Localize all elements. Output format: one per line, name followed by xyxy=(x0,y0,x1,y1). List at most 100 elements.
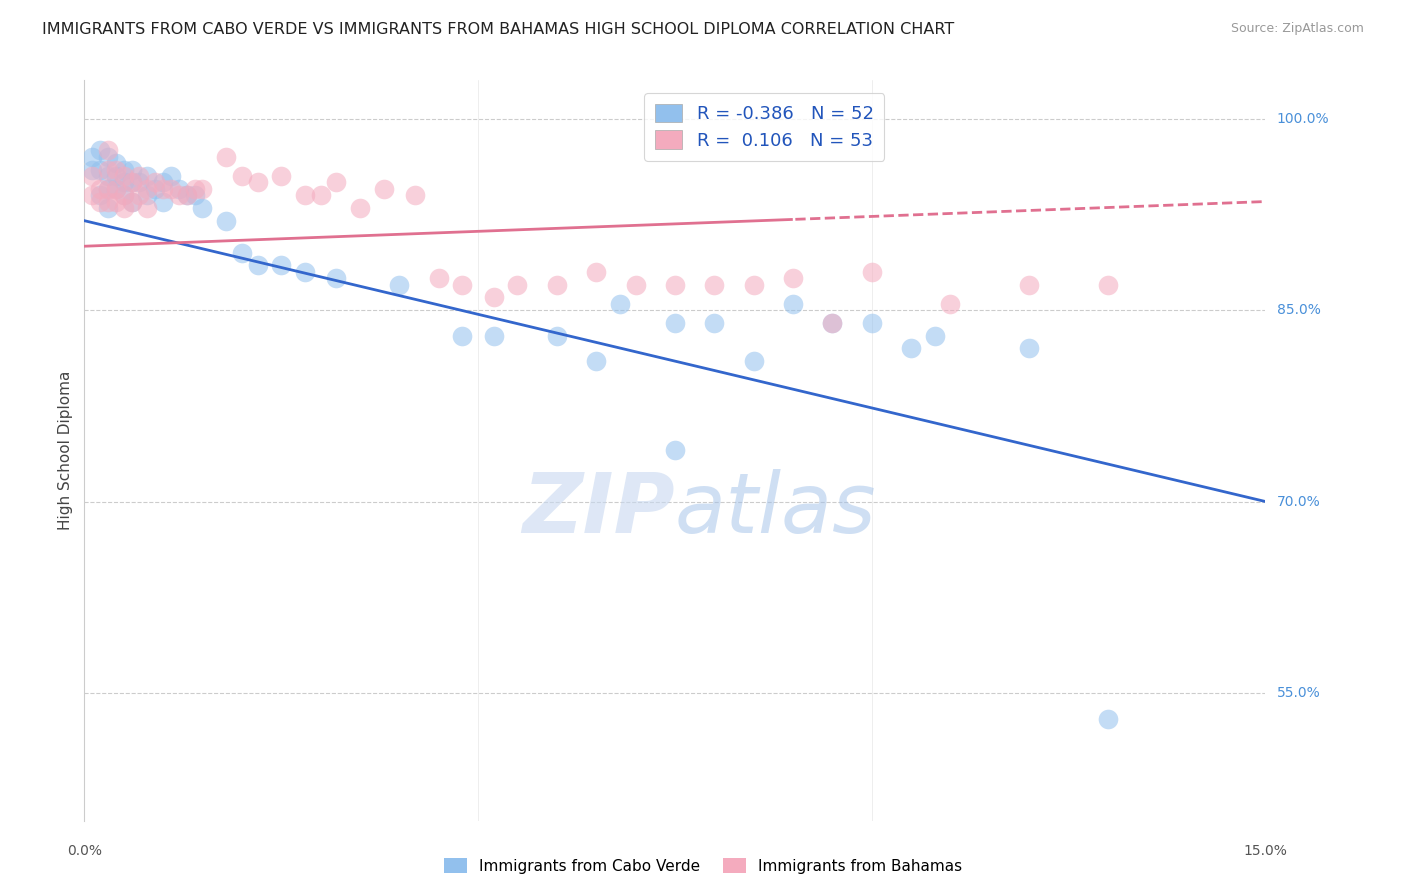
Point xyxy=(900,342,922,356)
Point xyxy=(624,277,647,292)
Point xyxy=(451,277,474,292)
Point xyxy=(112,201,135,215)
Point xyxy=(309,188,332,202)
Point xyxy=(231,169,253,183)
Point xyxy=(97,182,120,196)
Point xyxy=(167,182,190,196)
Point xyxy=(183,188,205,202)
Point xyxy=(89,162,111,177)
Point xyxy=(136,182,159,196)
Point xyxy=(121,194,143,209)
Point xyxy=(82,169,104,183)
Point xyxy=(482,328,505,343)
Text: 70.0%: 70.0% xyxy=(1277,494,1320,508)
Point xyxy=(89,194,111,209)
Point xyxy=(191,182,214,196)
Point xyxy=(97,169,120,183)
Point xyxy=(121,175,143,189)
Point xyxy=(325,271,347,285)
Point xyxy=(160,182,183,196)
Point xyxy=(152,175,174,189)
Point xyxy=(176,188,198,202)
Point xyxy=(821,316,844,330)
Point xyxy=(451,328,474,343)
Point xyxy=(782,296,804,310)
Point xyxy=(246,175,269,189)
Point xyxy=(427,271,450,285)
Text: 55.0%: 55.0% xyxy=(1277,686,1320,700)
Point xyxy=(506,277,529,292)
Point xyxy=(104,156,127,170)
Point xyxy=(482,290,505,304)
Point xyxy=(246,259,269,273)
Point xyxy=(97,150,120,164)
Point xyxy=(112,175,135,189)
Point xyxy=(325,175,347,189)
Point xyxy=(97,182,120,196)
Point xyxy=(270,169,292,183)
Text: IMMIGRANTS FROM CABO VERDE VS IMMIGRANTS FROM BAHAMAS HIGH SCHOOL DIPLOMA CORREL: IMMIGRANTS FROM CABO VERDE VS IMMIGRANTS… xyxy=(42,22,955,37)
Point xyxy=(121,162,143,177)
Point xyxy=(183,182,205,196)
Point xyxy=(136,201,159,215)
Point xyxy=(82,150,104,164)
Text: 85.0%: 85.0% xyxy=(1277,303,1320,317)
Point xyxy=(112,188,135,202)
Point xyxy=(664,277,686,292)
Legend: R = -0.386   N = 52, R =  0.106   N = 53: R = -0.386 N = 52, R = 0.106 N = 53 xyxy=(644,93,884,161)
Point xyxy=(82,162,104,177)
Point xyxy=(82,188,104,202)
Point xyxy=(860,316,883,330)
Point xyxy=(860,265,883,279)
Point xyxy=(104,169,127,183)
Point xyxy=(104,162,127,177)
Text: 15.0%: 15.0% xyxy=(1243,844,1288,857)
Point xyxy=(924,328,946,343)
Point xyxy=(128,169,150,183)
Point xyxy=(191,201,214,215)
Point xyxy=(404,188,426,202)
Point xyxy=(136,169,159,183)
Point xyxy=(231,245,253,260)
Point xyxy=(270,259,292,273)
Point xyxy=(143,182,166,196)
Text: 0.0%: 0.0% xyxy=(67,844,101,857)
Point xyxy=(664,316,686,330)
Point xyxy=(609,296,631,310)
Point xyxy=(89,144,111,158)
Point xyxy=(128,188,150,202)
Point xyxy=(546,328,568,343)
Point xyxy=(1097,712,1119,726)
Point xyxy=(1018,342,1040,356)
Point xyxy=(703,277,725,292)
Point xyxy=(373,182,395,196)
Point xyxy=(97,201,120,215)
Point xyxy=(585,354,607,368)
Point xyxy=(97,144,120,158)
Point xyxy=(121,194,143,209)
Point xyxy=(546,277,568,292)
Text: 100.0%: 100.0% xyxy=(1277,112,1329,126)
Y-axis label: High School Diploma: High School Diploma xyxy=(58,371,73,530)
Point xyxy=(104,194,127,209)
Point xyxy=(1018,277,1040,292)
Point xyxy=(939,296,962,310)
Point xyxy=(664,443,686,458)
Point xyxy=(152,194,174,209)
Point xyxy=(782,271,804,285)
Point xyxy=(294,265,316,279)
Text: ZIP: ZIP xyxy=(522,469,675,550)
Point xyxy=(104,182,127,196)
Point xyxy=(585,265,607,279)
Point xyxy=(215,213,238,227)
Point xyxy=(388,277,411,292)
Point xyxy=(143,175,166,189)
Point xyxy=(176,188,198,202)
Point xyxy=(167,188,190,202)
Point xyxy=(97,194,120,209)
Point xyxy=(121,175,143,189)
Point xyxy=(97,162,120,177)
Point xyxy=(136,188,159,202)
Point xyxy=(89,188,111,202)
Legend: Immigrants from Cabo Verde, Immigrants from Bahamas: Immigrants from Cabo Verde, Immigrants f… xyxy=(437,852,969,880)
